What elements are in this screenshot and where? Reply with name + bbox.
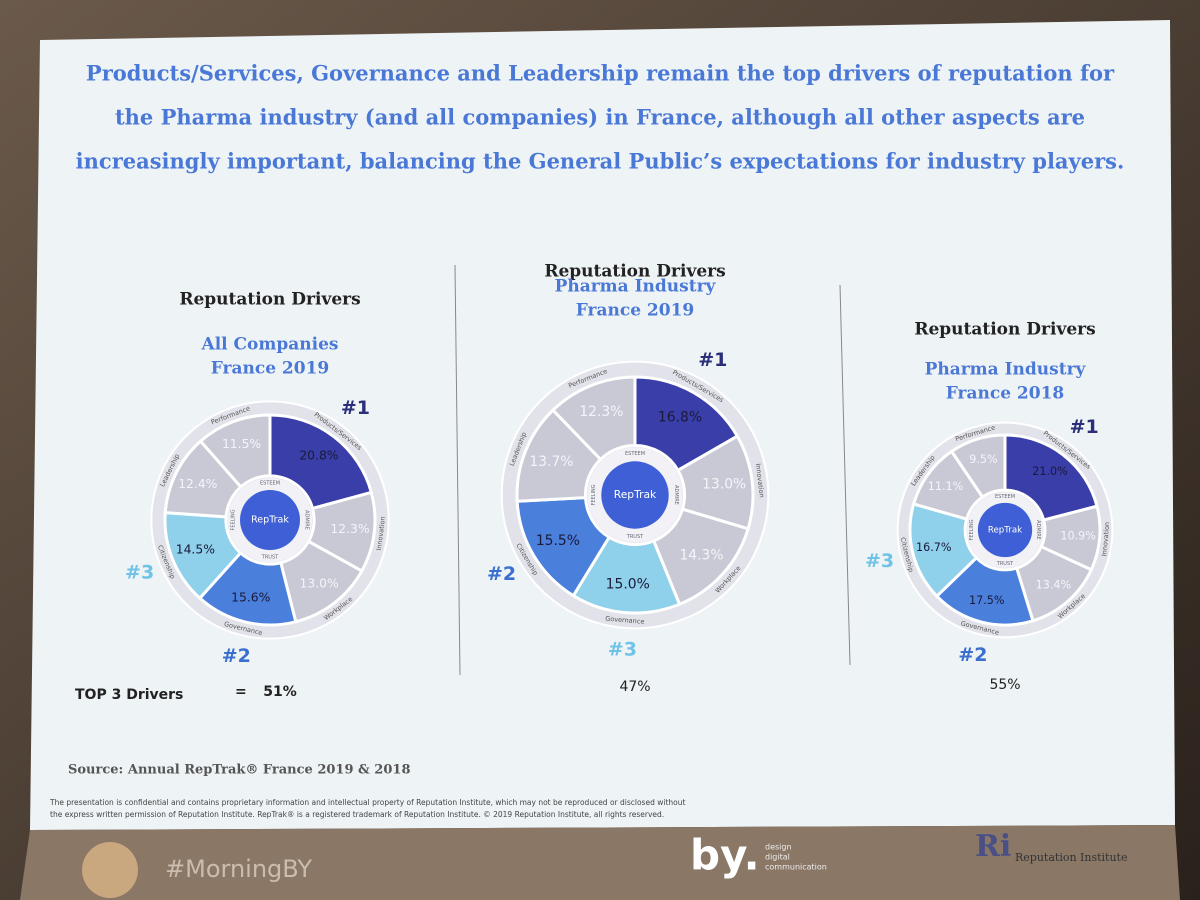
footer-bar [20,825,1180,900]
rank-label: #1 [698,349,727,371]
donut-slice [268,413,374,511]
inner-ring-label: TRUST [996,561,1014,567]
donut-slice [571,535,682,615]
donut-slice [908,502,979,599]
value-label: 15.6% [231,591,270,605]
center-label: RepTrak [614,488,657,501]
value-label: 12.3% [330,522,369,536]
value-label: 14.3% [679,547,723,563]
category-label: Innovation [754,463,766,498]
ri-name: Reputation Institute [1015,851,1128,864]
inner-ring-label: ADMIRE [1035,520,1041,540]
value-label: 13.4% [1036,578,1071,591]
value-label: 16.7% [916,541,951,554]
chart-title: Reputation Drivers [544,262,725,282]
inner-ring-label: ESTEEM [995,494,1015,500]
inner-ring-label: FEELING [969,519,975,540]
value-label: 16.8% [658,409,702,425]
value-label: 13.0% [702,477,746,493]
chart-subtitle: All Companies [201,335,339,355]
value-label: 12.3% [579,404,623,420]
headline: the Pharma industry (and all companies) … [115,105,1085,130]
rank-label: #1 [341,397,370,419]
top3-share: 55% [989,677,1020,693]
divider [839,284,851,666]
chart-subtitle: France 2019 [576,301,695,321]
center-label: RepTrak [988,526,1022,536]
inner-ring-label: TRUST [626,534,644,540]
donut-slice [949,433,1007,500]
by-tagline: digital [765,853,790,862]
disclaimer: the express written permission of Reputa… [50,810,664,819]
disclaimer: The presentation is confidential and con… [49,798,685,807]
by-tagline: design [765,843,792,852]
chart-subtitle: Pharma Industry [925,360,1087,380]
chart-subtitle: France 2019 [211,359,330,379]
headline: Products/Services, Governance and Leader… [86,61,1115,86]
value-label: 11.1% [928,480,963,493]
divider [454,264,461,676]
ri-logo: Ri [975,829,1011,864]
rank-label: #2 [958,644,987,666]
value-label: 15.0% [606,576,650,592]
by-logo: by. [690,831,760,880]
rank-label: #3 [608,638,637,660]
hashtag: #MorningBY [165,855,312,883]
center-label: RepTrak [251,515,289,526]
category-label: Governance [605,615,645,626]
inner-ring-label: ESTEEM [625,451,645,457]
inner-ring-label: TRUST [261,555,279,561]
chart-subtitle: France 2018 [946,384,1065,404]
cup [82,842,138,898]
inner-ring-label: ESTEEM [260,480,280,486]
inner-ring-label: FEELING [591,484,597,505]
donut-slice [198,413,272,490]
value-label: 20.8% [299,449,338,463]
center-circle [240,490,300,550]
by-tagline: communication [765,863,827,872]
top3-share: 51% [263,684,297,700]
value-label: 9.5% [969,453,997,466]
donut-slice [197,550,298,627]
chart-title: Reputation Drivers [914,320,1095,340]
rank-label: #3 [125,561,154,583]
value-label: 21.0% [1032,465,1067,478]
inner-ring-label: FEELING [230,509,236,530]
headline: increasingly important, balancing the Ge… [76,149,1125,174]
value-label: 13.7% [529,454,573,470]
value-label: 11.5% [222,437,261,451]
donut-slice [1003,433,1099,522]
value-label: 15.5% [536,533,580,549]
value-label: 13.0% [300,576,339,590]
rank-label: #2 [222,645,251,667]
source: Source: Annual RepTrak® France 2019 & 20… [68,763,411,778]
center-circle [977,502,1033,558]
equals: = [235,684,247,700]
top3-label: TOP 3 Drivers [75,687,183,703]
value-label: 12.4% [178,477,217,491]
value-label: 10.9% [1060,530,1095,543]
rank-label: #2 [487,563,516,585]
rank-label: #1 [1070,416,1099,438]
rank-label: #3 [865,550,894,572]
inner-ring-label: ADMIRE [304,510,310,530]
chart-subtitle: Pharma Industry [555,277,717,297]
value-label: 17.5% [969,594,1004,607]
inner-ring-label: ADMIRE [673,485,679,505]
chart-title: Reputation Drivers [179,290,360,310]
category-label: Innovation [1100,522,1111,557]
center-circle [601,461,669,529]
top3-share: 47% [619,679,650,695]
donut-slice [633,375,740,473]
value-label: 14.5% [176,543,215,557]
donut-slice [550,375,637,462]
